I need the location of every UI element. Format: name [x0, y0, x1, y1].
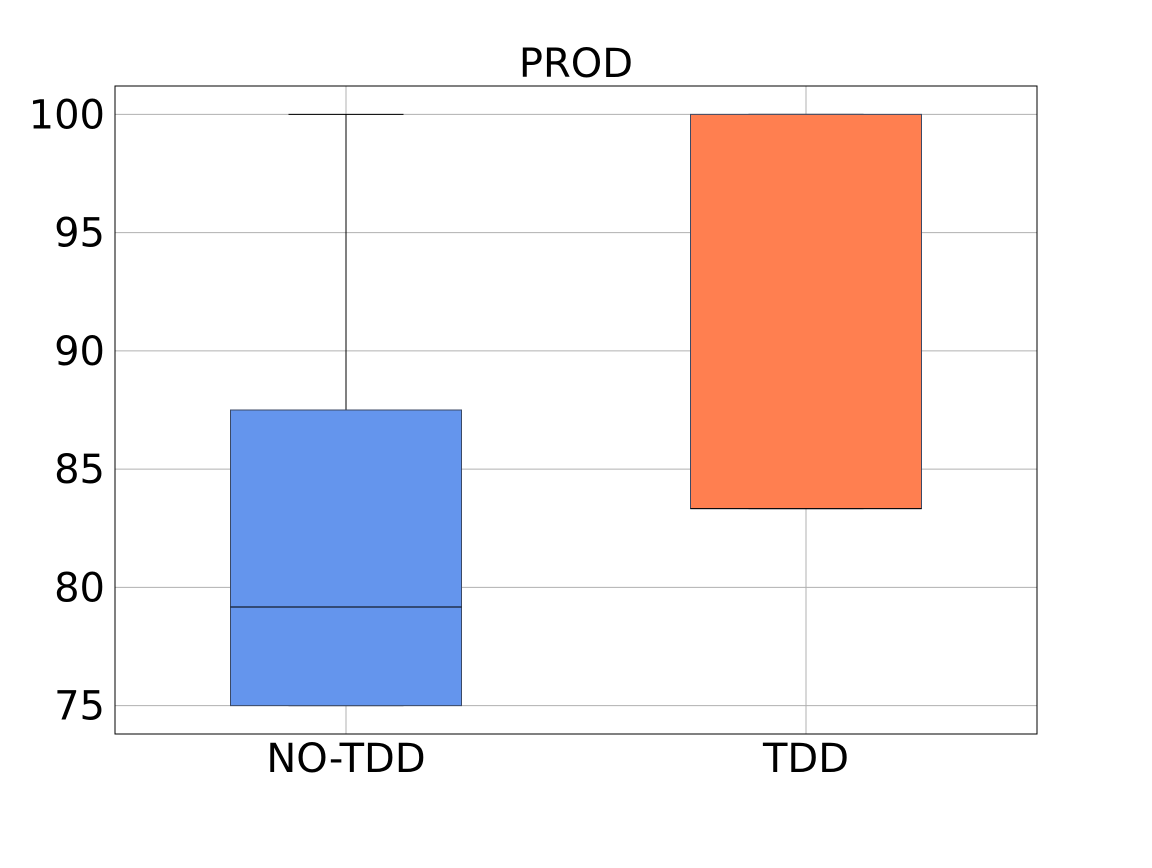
box-tdd — [690, 113, 922, 510]
chart-title: PROD — [519, 41, 633, 87]
y-tick-label: 90 — [54, 329, 105, 375]
box-no-tdd — [230, 409, 462, 707]
box-layer — [230, 113, 922, 707]
box-group-no-tdd — [230, 113, 462, 707]
y-tick-label: 85 — [54, 447, 105, 493]
y-tick-label: 75 — [54, 684, 105, 730]
x-tick-label: NO-TDD — [266, 736, 425, 782]
y-axis-ticks: 75 80 85 90 95 100 — [29, 92, 105, 729]
y-tick-label: 95 — [54, 211, 105, 257]
y-tick-label: 80 — [54, 565, 105, 611]
x-tick-label: TDD — [762, 736, 849, 782]
plot-frame — [114, 85, 1038, 735]
box-group-tdd — [690, 113, 922, 510]
y-tick-label: 100 — [29, 92, 105, 138]
x-axis-ticks: NO-TDD TDD — [266, 736, 849, 782]
